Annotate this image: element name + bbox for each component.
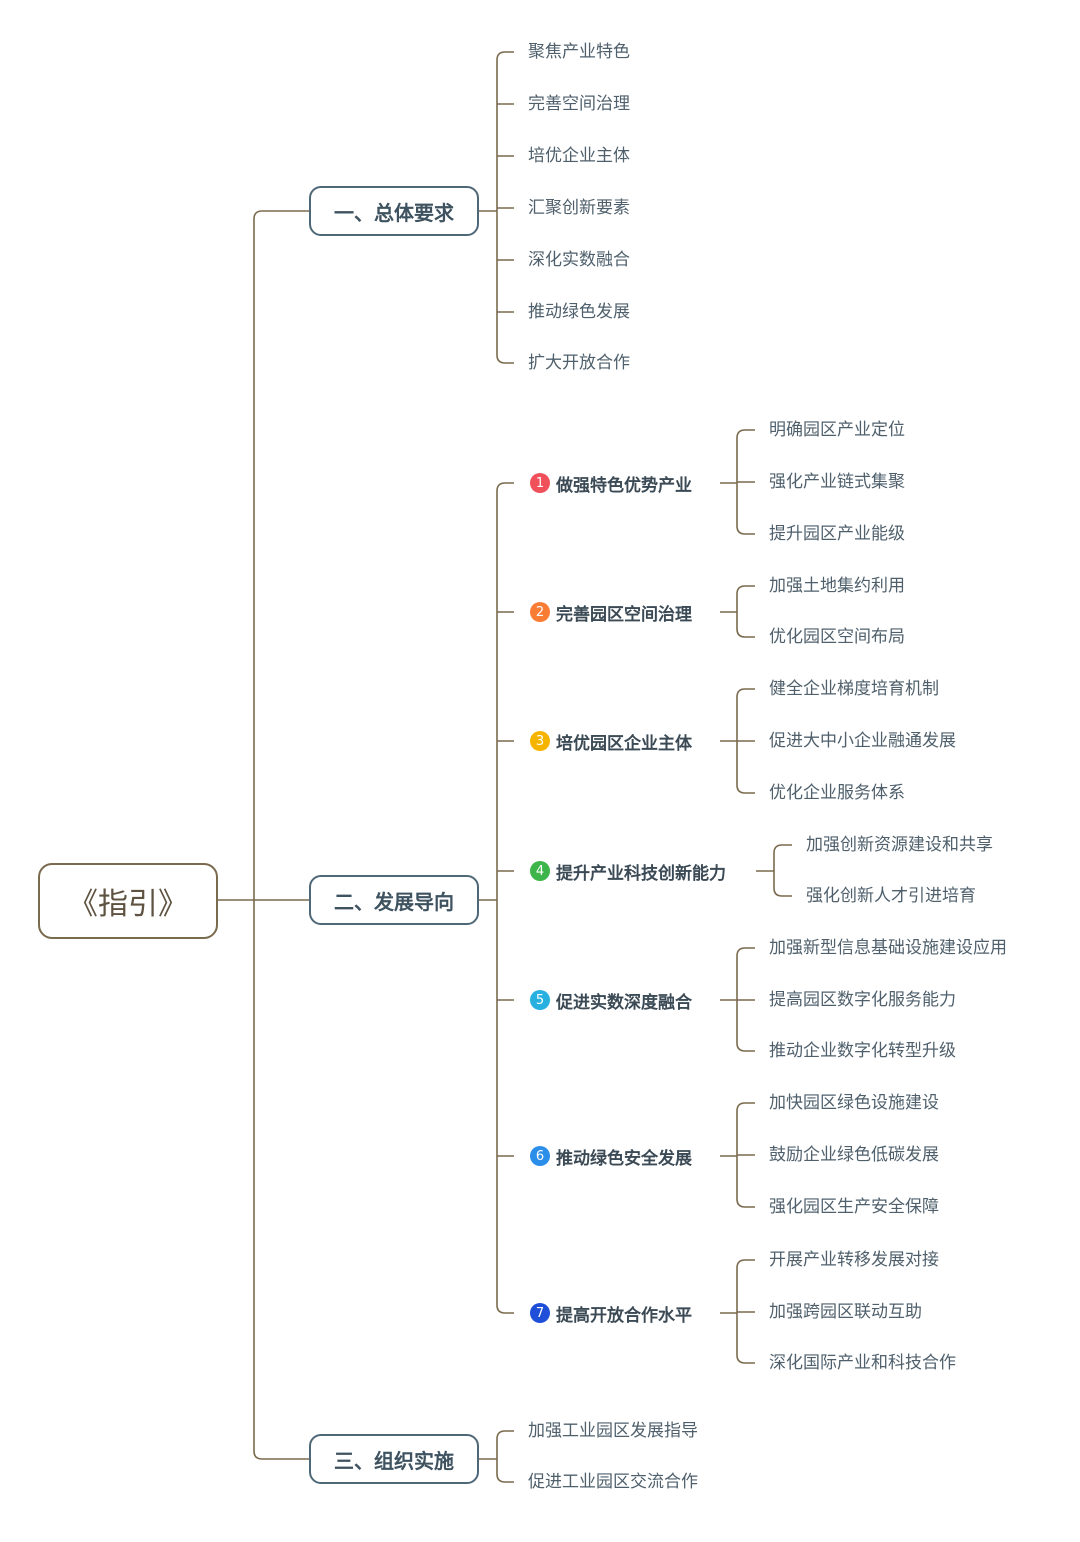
leaf-node[interactable]: 加强新型信息基础设施建设应用 — [769, 938, 1007, 958]
root-node[interactable]: 《指引》 — [38, 863, 218, 939]
connector — [773, 844, 792, 871]
connector — [773, 871, 792, 897]
subtopic-node[interactable]: 1 做强特色优势产业 — [530, 470, 692, 496]
leaf-node[interactable]: 健全企业梯度培育机制 — [769, 679, 939, 699]
leaf-node[interactable]: 加快园区绿色设施建设 — [769, 1093, 939, 1113]
subtopic-label: 促进实数深度融合 — [556, 992, 692, 1013]
connector — [496, 900, 514, 1314]
number-badge-icon: 1 — [530, 473, 550, 493]
connector — [736, 429, 755, 483]
connector — [496, 211, 514, 364]
leaf-node[interactable]: 加强工业园区发展指导 — [528, 1421, 698, 1441]
leaf-node[interactable]: 加强创新资源建设和共享 — [806, 835, 993, 855]
connector — [253, 900, 309, 1460]
connector — [736, 1259, 755, 1313]
connector — [496, 1430, 514, 1459]
leaf-node[interactable]: 促进大中小企业融通发展 — [769, 731, 956, 751]
leaf-node[interactable]: 加强跨园区联动互助 — [769, 1302, 922, 1322]
leaf-node[interactable]: 聚焦产业特色 — [528, 42, 630, 62]
connector — [736, 1156, 755, 1208]
connector — [253, 210, 309, 900]
leaf-node[interactable]: 深化实数融合 — [528, 250, 630, 270]
subtopic-node[interactable]: 6 推动绿色安全发展 — [530, 1143, 692, 1169]
subtopic-node[interactable]: 3 培优园区企业主体 — [530, 728, 692, 754]
leaf-node[interactable]: 优化园区空间布局 — [769, 627, 905, 647]
leaf-node[interactable]: 开展产业转移发展对接 — [769, 1250, 939, 1270]
section-node[interactable]: 一、总体要求 — [309, 186, 479, 236]
leaf-node[interactable]: 加强土地集约利用 — [769, 576, 905, 596]
number-badge-icon: 2 — [530, 602, 550, 622]
leaf-node[interactable]: 提升园区产业能级 — [769, 524, 905, 544]
subtopic-label: 提升产业科技创新能力 — [556, 863, 726, 884]
connector — [736, 1313, 755, 1364]
subtopic-label: 做强特色优势产业 — [556, 475, 692, 496]
leaf-node[interactable]: 推动绿色发展 — [528, 302, 630, 322]
subtopic-label: 提高开放合作水平 — [556, 1305, 692, 1326]
connector — [736, 688, 755, 741]
leaf-node[interactable]: 提高园区数字化服务能力 — [769, 990, 956, 1010]
number-badge-icon: 3 — [530, 731, 550, 751]
subtopic-node[interactable]: 2 完善园区空间治理 — [530, 599, 692, 625]
connector — [736, 1102, 755, 1156]
leaf-node[interactable]: 培优企业主体 — [528, 146, 630, 166]
subtopic-node[interactable]: 5 促进实数深度融合 — [530, 987, 692, 1013]
subtopic-node[interactable]: 4 提升产业科技创新能力 — [530, 858, 726, 884]
section-node[interactable]: 二、发展导向 — [309, 875, 479, 925]
leaf-node[interactable]: 深化国际产业和科技合作 — [769, 1353, 956, 1373]
leaf-node[interactable]: 强化创新人才引进培育 — [806, 886, 976, 906]
leaf-node[interactable]: 推动企业数字化转型升级 — [769, 1041, 956, 1061]
leaf-node[interactable]: 汇聚创新要素 — [528, 198, 630, 218]
connector — [736, 1000, 755, 1052]
connector — [736, 947, 755, 1000]
leaf-node[interactable]: 强化园区生产安全保障 — [769, 1197, 939, 1217]
leaf-node[interactable]: 扩大开放合作 — [528, 353, 630, 373]
connector — [496, 482, 514, 900]
number-badge-icon: 6 — [530, 1146, 550, 1166]
connector — [736, 612, 755, 638]
connector — [496, 51, 514, 211]
leaf-node[interactable]: 鼓励企业绿色低碳发展 — [769, 1145, 939, 1165]
connector — [496, 1459, 514, 1483]
leaf-node[interactable]: 完善空间治理 — [528, 94, 630, 114]
subtopic-label: 完善园区空间治理 — [556, 604, 692, 625]
connector — [736, 585, 755, 612]
connector — [736, 483, 755, 535]
number-badge-icon: 7 — [530, 1303, 550, 1323]
number-badge-icon: 4 — [530, 861, 550, 881]
subtopic-label: 培优园区企业主体 — [556, 733, 692, 754]
section-node[interactable]: 三、组织实施 — [309, 1434, 479, 1484]
number-badge-icon: 5 — [530, 990, 550, 1010]
leaf-node[interactable]: 促进工业园区交流合作 — [528, 1472, 698, 1492]
connector — [736, 741, 755, 794]
leaf-node[interactable]: 强化产业链式集聚 — [769, 472, 905, 492]
subtopic-label: 推动绿色安全发展 — [556, 1148, 692, 1169]
subtopic-node[interactable]: 7 提高开放合作水平 — [530, 1300, 692, 1326]
leaf-node[interactable]: 明确园区产业定位 — [769, 420, 905, 440]
leaf-node[interactable]: 优化企业服务体系 — [769, 783, 905, 803]
